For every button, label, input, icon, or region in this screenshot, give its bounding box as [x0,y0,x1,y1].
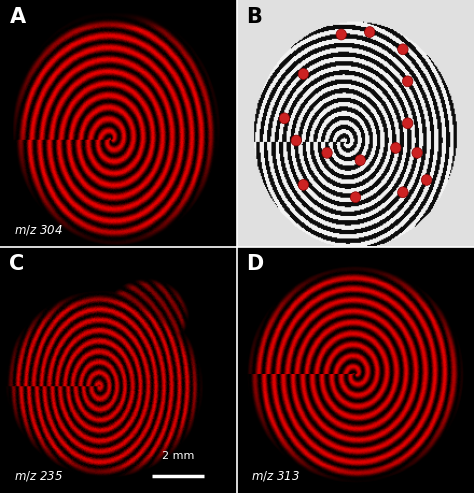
Text: C: C [9,254,25,274]
Circle shape [350,192,361,203]
Circle shape [398,44,408,55]
Circle shape [398,187,408,198]
Circle shape [355,155,365,166]
Circle shape [421,175,432,185]
Circle shape [279,113,290,124]
Text: B: B [246,7,262,28]
Text: $m/z$ 235: $m/z$ 235 [14,469,64,483]
Circle shape [402,118,413,129]
Text: $m/z$ 304: $m/z$ 304 [14,223,63,237]
Circle shape [391,142,401,153]
Circle shape [298,69,309,79]
Text: D: D [246,254,264,274]
Circle shape [402,76,413,87]
Text: $m/z$ 313: $m/z$ 313 [251,469,300,483]
Circle shape [322,147,332,158]
Circle shape [365,27,375,37]
Circle shape [412,147,422,158]
Text: 2 mm: 2 mm [162,451,194,461]
Circle shape [291,135,301,146]
Text: A: A [9,7,26,28]
Circle shape [298,179,309,190]
Circle shape [336,29,346,40]
